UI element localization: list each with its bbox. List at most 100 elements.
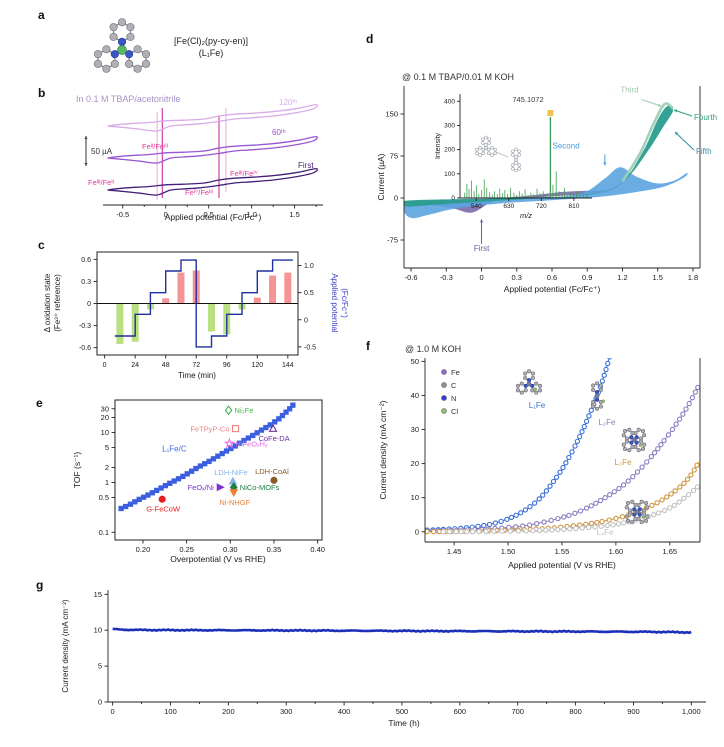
inset-x-axis-label: m/z	[520, 211, 532, 220]
data-point-marker	[569, 449, 575, 455]
data-point-marker	[543, 527, 549, 533]
ligand-curve-label: L₁Fe	[529, 401, 546, 410]
data-point-marker	[197, 463, 203, 469]
chart-text: 300	[280, 707, 293, 716]
main-peak-label: 745.1072	[512, 95, 543, 104]
data-point-marker	[676, 499, 682, 505]
chart-text: -0.6	[79, 345, 91, 352]
chart-text: 0.25	[179, 545, 194, 554]
data-point-marker	[549, 527, 555, 533]
data-point-marker	[231, 425, 240, 433]
data-point-marker	[603, 366, 609, 373]
cycle-annotation: Third	[620, 86, 638, 95]
chart-text: 30	[101, 404, 109, 413]
chart-text: 1.2	[617, 273, 627, 282]
oxidation-state-bar	[116, 303, 124, 344]
data-point-marker	[601, 372, 607, 378]
chart-text: 0	[304, 317, 308, 324]
legend-label: C	[451, 381, 457, 390]
chart-text: 1.8	[688, 273, 698, 282]
data-point-marker	[536, 527, 543, 534]
data-point-marker	[215, 453, 221, 459]
chart-text: 10	[411, 493, 419, 502]
oxidation-state-bar	[162, 298, 170, 304]
redox-couple-label: Feᴵᴵᴵ/Feᴵⱽ	[230, 169, 259, 178]
chart-oxidation-state-vs-time: -0.6 -0.3 0 0.3 0.6 -0.5 0 0.5 1.0 0 24 48 72 96 120 14…	[43, 251, 349, 380]
data-point-marker	[513, 512, 519, 518]
data-point-marker	[598, 523, 604, 529]
chart-lsv-koh: @ 1.0 M KOH L₁Fe L₂Fe L₃Fe L₄Fe 0 10 20 30 40 50 1.…	[378, 344, 701, 570]
data-point-marker	[162, 482, 169, 489]
data-point-marker	[287, 406, 293, 412]
catalyst-label: LDH-NiFe	[214, 468, 247, 477]
data-point-marker	[661, 507, 668, 514]
data-point-marker	[658, 442, 664, 448]
data-point-marker	[536, 496, 542, 502]
data-point-marker	[541, 519, 547, 525]
chart-text: 900	[627, 707, 640, 716]
oxidation-state-bar	[207, 303, 215, 332]
chart-text: 5	[105, 443, 109, 452]
data-point-marker	[263, 424, 269, 431]
data-point-marker	[610, 522, 616, 528]
chart-text: 20	[101, 413, 109, 422]
data-point-marker	[431, 528, 437, 535]
data-point-marker	[605, 360, 611, 367]
data-point-marker	[171, 478, 177, 484]
data-point-marker	[540, 492, 546, 498]
cv-cycle-Second	[404, 167, 688, 219]
chart-text: 0.6	[547, 273, 557, 282]
chart-text: 40	[411, 391, 419, 400]
chart-text: 0	[415, 527, 419, 536]
data-point-marker	[145, 492, 151, 498]
oxidation-state-bar	[253, 297, 261, 304]
legend-label: Fe	[451, 368, 460, 377]
data-point-marker	[588, 503, 594, 509]
data-point-marker	[581, 423, 587, 430]
data-point-marker	[616, 485, 622, 492]
molecule-sketch	[624, 499, 650, 525]
data-point-marker	[695, 384, 700, 391]
data-point-marker	[620, 482, 627, 488]
data-point-marker	[592, 524, 598, 530]
data-point-marker	[523, 528, 529, 534]
chart-text: 1.55	[555, 547, 570, 556]
chart-text: 400	[444, 98, 455, 105]
data-point-marker	[508, 514, 515, 521]
data-point-marker	[236, 440, 243, 446]
data-point-marker	[279, 412, 286, 419]
legend-label: N	[451, 394, 456, 403]
data-point-marker	[686, 400, 692, 407]
data-point-marker	[498, 518, 504, 525]
lsv-curves	[425, 345, 700, 535]
chart-text: 100	[164, 707, 177, 716]
molecule-sketch	[93, 18, 151, 73]
chart-cv-koh-with-ms-inset: @ 0.1 M TBAP/0.01 M KOH -75 0 75 150 -0.6 -0.3…	[376, 72, 717, 294]
chart-text: 200	[444, 147, 455, 154]
inset-y-axis-label: Intensity	[435, 132, 442, 159]
chart-text: 10	[101, 428, 109, 437]
data-point-marker	[672, 488, 678, 494]
mass-spectrum-inset: 745.1072 0 100 200 300 400 540 630 720 810 Intensi…	[435, 94, 592, 220]
chart-text: 0.20	[136, 545, 151, 554]
data-point-marker	[586, 413, 592, 419]
data-point-marker	[504, 516, 510, 522]
data-point-marker	[621, 520, 627, 526]
chart-text: 50	[411, 357, 419, 366]
data-point-marker	[630, 474, 636, 480]
catalyst-label: LDH-CoAl	[255, 467, 289, 476]
data-point-marker	[583, 521, 589, 527]
data-point-marker	[681, 495, 687, 502]
data-point-marker	[127, 501, 134, 507]
chart-text: 1.5	[652, 273, 662, 282]
data-point-marker	[588, 520, 595, 527]
chart-text: 1.60	[609, 547, 624, 556]
data-point-marker	[122, 503, 129, 510]
data-point-marker	[610, 345, 614, 349]
data-point-marker	[290, 402, 296, 408]
chart-text: 0.3	[81, 279, 91, 286]
data-point-marker	[258, 427, 265, 433]
data-point-marker	[486, 521, 493, 528]
data-point-marker	[553, 474, 560, 480]
